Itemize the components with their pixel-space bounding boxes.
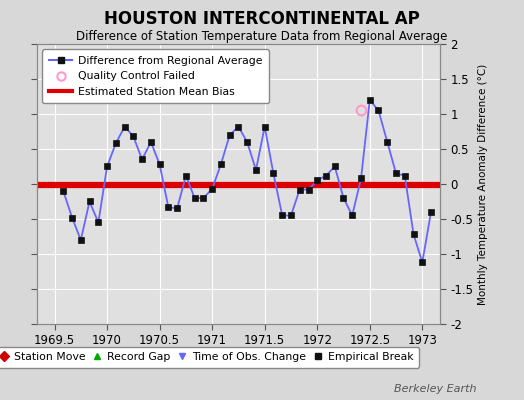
Legend: Station Move, Record Gap, Time of Obs. Change, Empirical Break: Station Move, Record Gap, Time of Obs. C… bbox=[0, 347, 419, 368]
Text: Difference of Station Temperature Data from Regional Average: Difference of Station Temperature Data f… bbox=[77, 30, 447, 43]
Text: Berkeley Earth: Berkeley Earth bbox=[395, 384, 477, 394]
Y-axis label: Monthly Temperature Anomaly Difference (°C): Monthly Temperature Anomaly Difference (… bbox=[478, 63, 488, 305]
Text: HOUSTON INTERCONTINENTAL AP: HOUSTON INTERCONTINENTAL AP bbox=[104, 10, 420, 28]
